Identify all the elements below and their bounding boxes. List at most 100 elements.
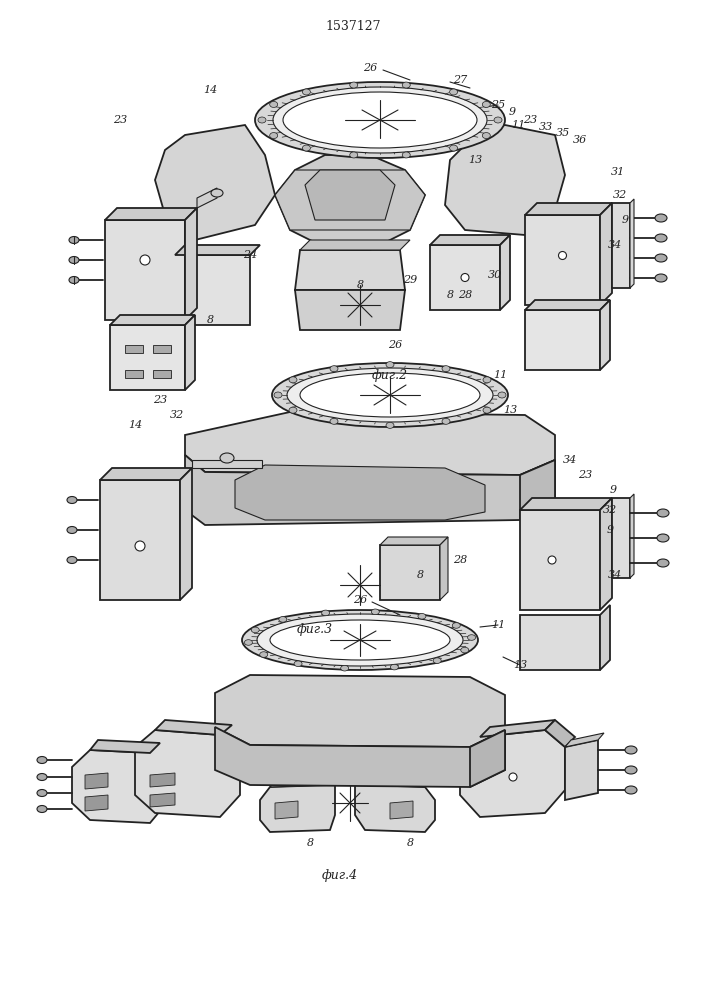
Ellipse shape xyxy=(494,117,502,123)
Ellipse shape xyxy=(37,790,47,796)
Ellipse shape xyxy=(655,274,667,282)
Polygon shape xyxy=(125,345,143,353)
Polygon shape xyxy=(520,510,600,610)
Text: 8: 8 xyxy=(416,570,423,580)
Ellipse shape xyxy=(37,806,47,812)
Text: 8: 8 xyxy=(356,280,363,290)
Text: 34: 34 xyxy=(608,240,622,250)
Ellipse shape xyxy=(289,407,297,413)
Ellipse shape xyxy=(273,87,487,153)
Ellipse shape xyxy=(625,746,637,754)
Polygon shape xyxy=(105,220,185,320)
Text: 30: 30 xyxy=(488,270,502,280)
Ellipse shape xyxy=(140,255,150,265)
Text: 27: 27 xyxy=(453,75,467,85)
Polygon shape xyxy=(100,480,180,600)
Polygon shape xyxy=(380,537,448,545)
Ellipse shape xyxy=(294,661,302,667)
Polygon shape xyxy=(380,545,440,600)
Polygon shape xyxy=(275,155,425,250)
Polygon shape xyxy=(525,203,612,215)
Text: 9: 9 xyxy=(607,525,614,535)
Ellipse shape xyxy=(330,366,338,372)
Ellipse shape xyxy=(220,453,234,463)
Ellipse shape xyxy=(498,392,506,398)
Ellipse shape xyxy=(303,89,310,95)
Text: 14: 14 xyxy=(128,420,142,430)
Ellipse shape xyxy=(37,774,47,780)
Polygon shape xyxy=(100,468,192,480)
Ellipse shape xyxy=(390,664,398,670)
Ellipse shape xyxy=(442,418,450,424)
Polygon shape xyxy=(355,770,435,832)
Ellipse shape xyxy=(371,609,380,615)
Ellipse shape xyxy=(655,254,667,262)
Text: фиг.3: фиг.3 xyxy=(297,624,333,637)
Ellipse shape xyxy=(402,152,410,158)
Polygon shape xyxy=(612,498,630,578)
Polygon shape xyxy=(270,778,338,787)
Text: 32: 32 xyxy=(170,410,184,420)
Polygon shape xyxy=(300,240,410,250)
Polygon shape xyxy=(110,315,195,325)
Polygon shape xyxy=(520,615,600,670)
Text: 26: 26 xyxy=(388,340,402,350)
Text: 34: 34 xyxy=(608,570,622,580)
Ellipse shape xyxy=(461,647,469,653)
Text: фиг.4: фиг.4 xyxy=(322,868,358,882)
Ellipse shape xyxy=(657,534,669,542)
Ellipse shape xyxy=(350,82,358,88)
Ellipse shape xyxy=(657,559,669,567)
Ellipse shape xyxy=(461,273,469,282)
Ellipse shape xyxy=(418,613,426,619)
Polygon shape xyxy=(600,498,612,610)
Polygon shape xyxy=(235,465,485,520)
Ellipse shape xyxy=(452,623,460,628)
Text: 13: 13 xyxy=(503,405,517,415)
Ellipse shape xyxy=(386,422,394,428)
Polygon shape xyxy=(525,310,600,370)
Polygon shape xyxy=(430,235,510,245)
Polygon shape xyxy=(480,720,555,737)
Text: 13: 13 xyxy=(513,660,527,670)
Polygon shape xyxy=(525,300,610,310)
Polygon shape xyxy=(185,412,555,475)
Polygon shape xyxy=(85,795,108,811)
Ellipse shape xyxy=(548,556,556,564)
Text: 34: 34 xyxy=(563,455,577,465)
Polygon shape xyxy=(215,675,505,747)
Ellipse shape xyxy=(135,541,145,551)
Text: 25: 25 xyxy=(491,100,505,110)
Ellipse shape xyxy=(283,92,477,148)
Text: 8: 8 xyxy=(206,315,214,325)
Polygon shape xyxy=(430,245,500,310)
Text: 33: 33 xyxy=(539,122,553,132)
Polygon shape xyxy=(630,199,634,288)
Text: 32: 32 xyxy=(613,190,627,200)
Polygon shape xyxy=(390,801,413,819)
Polygon shape xyxy=(565,740,598,800)
Text: 23: 23 xyxy=(578,470,592,480)
Text: 23: 23 xyxy=(153,395,167,405)
Ellipse shape xyxy=(482,133,491,139)
Polygon shape xyxy=(600,203,612,305)
Text: 23: 23 xyxy=(113,115,127,125)
Polygon shape xyxy=(90,740,160,753)
Ellipse shape xyxy=(483,407,491,413)
Polygon shape xyxy=(545,720,575,747)
Text: 11: 11 xyxy=(491,620,505,630)
Polygon shape xyxy=(192,460,262,468)
Polygon shape xyxy=(175,245,260,255)
Polygon shape xyxy=(105,208,197,220)
Polygon shape xyxy=(185,455,555,525)
Ellipse shape xyxy=(330,418,338,424)
Text: 11: 11 xyxy=(511,120,525,130)
Text: 9: 9 xyxy=(609,485,617,495)
Ellipse shape xyxy=(442,366,450,372)
Ellipse shape xyxy=(69,276,79,284)
Polygon shape xyxy=(85,773,108,789)
Polygon shape xyxy=(630,494,634,578)
Ellipse shape xyxy=(303,145,310,151)
Ellipse shape xyxy=(69,236,79,243)
Polygon shape xyxy=(500,235,510,310)
